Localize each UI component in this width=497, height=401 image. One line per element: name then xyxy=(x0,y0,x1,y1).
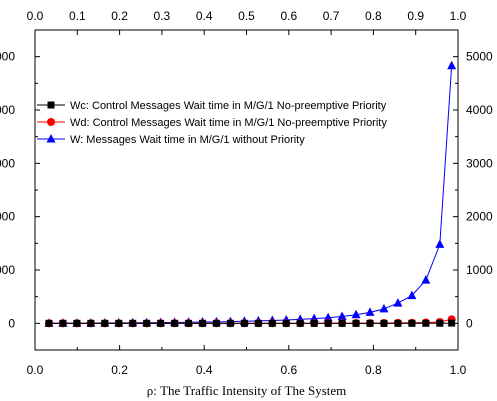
x-tick-label-bottom: 0.2 xyxy=(111,363,128,377)
x-tick-label-top: 0.6 xyxy=(280,9,297,23)
data-point xyxy=(101,319,109,327)
y-tick-label-left: 000 xyxy=(0,156,15,170)
x-tick-label-top: 0.4 xyxy=(196,9,213,23)
data-point xyxy=(282,319,290,327)
data-point xyxy=(296,319,304,327)
data-point xyxy=(448,319,456,327)
data-point xyxy=(240,319,248,327)
data-point xyxy=(199,319,207,327)
data-point xyxy=(379,303,389,313)
data-point xyxy=(129,319,137,327)
y-tick-label-right: 0 xyxy=(466,316,473,330)
x-tick-label-bottom: 0.8 xyxy=(365,363,382,377)
y-tick-label-left: 000 xyxy=(0,50,15,64)
data-point xyxy=(324,319,332,327)
x-tick-label-top: 0.9 xyxy=(407,9,424,23)
data-point xyxy=(380,319,388,327)
x-tick-label-bottom: 0.0 xyxy=(27,363,44,377)
y-tick-label-left: 000 xyxy=(0,263,15,277)
data-point xyxy=(365,307,375,316)
legend-marker xyxy=(46,134,56,143)
data-point xyxy=(310,319,318,327)
data-point xyxy=(394,319,402,327)
x-tick-label-top: 0.7 xyxy=(323,9,340,23)
data-point xyxy=(447,60,457,70)
x-tick-label-top: 0.3 xyxy=(154,9,171,23)
legend-entry: W: Messages Wait time in M/G/1 without P… xyxy=(70,134,305,146)
data-point xyxy=(436,319,444,327)
data-point xyxy=(337,311,347,321)
x-tick-label-top: 0.5 xyxy=(238,9,255,23)
plot-frame xyxy=(34,29,459,351)
data-point xyxy=(421,275,431,284)
x-tick-label-top: 0.1 xyxy=(69,9,86,23)
data-point xyxy=(143,319,151,327)
data-point xyxy=(393,298,403,307)
data-point xyxy=(338,319,346,327)
data-point xyxy=(212,319,220,327)
data-point xyxy=(59,319,67,327)
legend-entry: Wd: Control Messages Wait time in M/G/1 … xyxy=(70,117,387,129)
series-layer xyxy=(44,60,457,328)
data-point xyxy=(171,319,179,327)
data-point xyxy=(45,319,53,327)
y-tick-label-left: 000 xyxy=(0,210,15,224)
data-point xyxy=(254,319,262,327)
data-point xyxy=(115,319,123,327)
data-point xyxy=(352,319,360,327)
data-point xyxy=(157,319,165,327)
data-point xyxy=(185,319,193,327)
x-tick-label-top: 0.0 xyxy=(27,9,44,23)
x-tick-label-bottom: 0.6 xyxy=(280,363,297,377)
x-tick-label-top: 0.2 xyxy=(111,9,128,23)
tick-layer: 0.0 0.2 0.4 0.6 0.8 1.0 0.0 0.1 0.2 0.3 0.4 0.5 0.6 0… xyxy=(0,9,493,377)
y-tick-label-right: 2000 xyxy=(466,210,493,224)
legend-marker xyxy=(47,118,55,126)
y-tick-label-right: 3000 xyxy=(466,156,493,170)
data-point xyxy=(408,319,416,327)
y-tick-label-left: 000 xyxy=(0,103,15,117)
data-point xyxy=(73,319,81,327)
data-point xyxy=(323,312,333,322)
x-tick-label-bottom: 0.4 xyxy=(196,363,213,377)
y-tick-label-right: 5000 xyxy=(466,50,493,64)
x-tick-label-bottom: 1.0 xyxy=(450,363,467,377)
x-tick-label-top: 0.8 xyxy=(365,9,382,23)
y-tick-label-left: 0 xyxy=(8,316,15,330)
data-point xyxy=(351,309,361,319)
legend: Wc: Control Messages Wait time in M/G/1 … xyxy=(37,100,387,146)
y-tick-label-right: 4000 xyxy=(466,103,493,117)
data-point xyxy=(407,290,417,300)
x-tick-label-top: 1.0 xyxy=(450,9,467,23)
data-point xyxy=(226,319,234,327)
data-point xyxy=(435,239,445,248)
legend-marker xyxy=(47,101,55,109)
data-point xyxy=(87,319,95,327)
data-point xyxy=(422,319,430,327)
y-tick-label-right: 1000 xyxy=(466,263,493,277)
data-point xyxy=(366,319,374,327)
legend-entry: Wc: Control Messages Wait time in M/G/1 … xyxy=(70,100,387,112)
x-axis-label: ρ: The Traffic Intensity of The System xyxy=(147,383,347,398)
series-square xyxy=(45,319,456,327)
data-point xyxy=(268,319,276,327)
